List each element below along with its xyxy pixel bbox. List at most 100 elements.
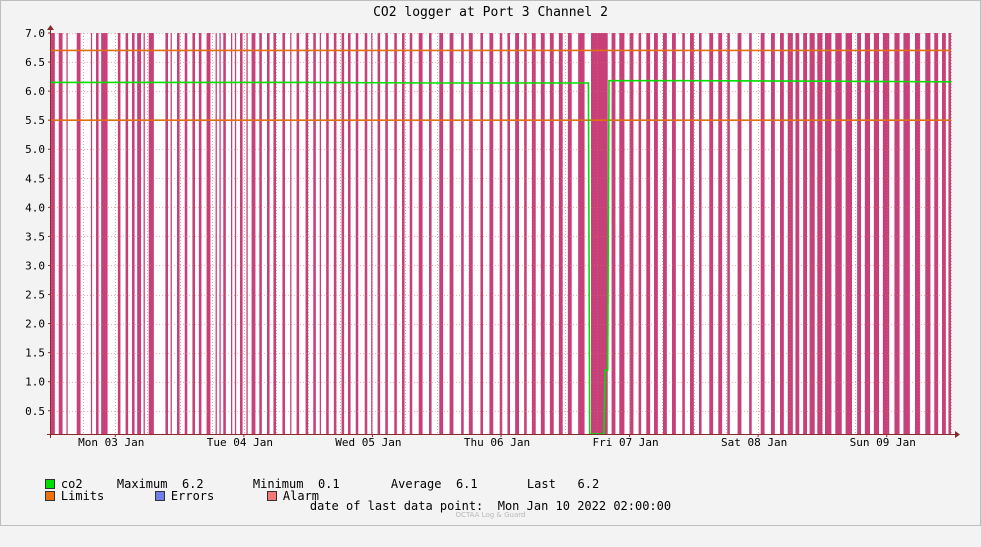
alarm-band bbox=[246, 33, 248, 434]
minimum-value: 0.1 bbox=[317, 477, 340, 491]
alarm-band bbox=[348, 33, 351, 434]
alarm-band bbox=[915, 33, 921, 434]
alarm-band bbox=[809, 33, 815, 434]
alarm-band bbox=[654, 33, 658, 434]
y-tick-label: 6.5 bbox=[25, 56, 45, 69]
alarm-band bbox=[371, 33, 373, 434]
alarm-band bbox=[638, 33, 642, 434]
chart-title: CO2 logger at Port 3 Channel 2 bbox=[373, 5, 608, 20]
alarm-band bbox=[749, 33, 752, 434]
y-tick-label: 0.5 bbox=[25, 405, 45, 418]
legend-row-1: co2 Maximum 6.2 Minimum 0.1 Average 6.1 … bbox=[16, 463, 599, 547]
alarm-band bbox=[51, 33, 55, 434]
alarm-band bbox=[690, 33, 694, 434]
alarm-band bbox=[558, 33, 563, 434]
alarm-band bbox=[219, 33, 221, 434]
alarm-band bbox=[934, 33, 939, 434]
series-point-co2 bbox=[606, 369, 609, 371]
x-axis-arrow bbox=[955, 431, 960, 438]
alarm-band bbox=[76, 33, 81, 434]
alarm-band bbox=[780, 33, 784, 434]
alarm-band bbox=[611, 33, 616, 434]
average-label: Average bbox=[390, 477, 442, 491]
alarm-band bbox=[864, 33, 870, 434]
alarm-band bbox=[795, 33, 800, 434]
legend-last: Last 6.2 bbox=[498, 463, 599, 505]
series-point-co2 bbox=[604, 369, 606, 371]
y-tick-label: 2.0 bbox=[25, 318, 45, 331]
alarm-band bbox=[165, 33, 168, 434]
alarm-band bbox=[727, 33, 730, 434]
alarm-band bbox=[771, 33, 775, 434]
credit-watermark: OCTAA Log & Guard bbox=[455, 511, 526, 519]
alarm-band bbox=[192, 33, 195, 434]
alarm-band bbox=[377, 33, 381, 434]
last-data-point: date of last data point: Mon Jan 10 2022… bbox=[0, 499, 981, 513]
alarm-swatch bbox=[266, 491, 277, 501]
alarm-band bbox=[699, 33, 702, 434]
y-tick-label: 3.0 bbox=[25, 259, 45, 272]
alarm-band bbox=[857, 33, 861, 434]
alarm-band bbox=[942, 33, 946, 434]
series-point-co2 bbox=[178, 81, 181, 84]
alarm-band bbox=[489, 33, 494, 434]
last-value: 6.2 bbox=[577, 477, 600, 491]
alarm-band bbox=[326, 33, 329, 434]
alarm-band bbox=[117, 33, 121, 434]
alarm-band bbox=[333, 33, 337, 434]
alarm-band bbox=[148, 33, 154, 434]
alarm-band bbox=[787, 33, 793, 434]
alarm-band bbox=[101, 33, 108, 434]
alarm-band bbox=[90, 33, 93, 434]
series-point-co2 bbox=[587, 82, 590, 84]
y-tick-label: 4.5 bbox=[25, 172, 45, 185]
alarm-band bbox=[273, 33, 276, 434]
x-tick-label: Wed 05 Jan bbox=[335, 436, 401, 449]
alarm-band bbox=[198, 33, 202, 434]
series-point-co2 bbox=[307, 81, 309, 84]
alarm-band bbox=[578, 33, 585, 434]
alarm-band bbox=[385, 33, 388, 434]
alarm-band bbox=[240, 33, 243, 434]
alarm-band bbox=[549, 33, 554, 434]
alarm-band bbox=[646, 33, 651, 434]
alarm-band bbox=[402, 33, 405, 434]
alarm-band bbox=[449, 33, 454, 434]
alarm-band bbox=[461, 33, 464, 434]
x-tick-label: Sat 08 Jan bbox=[721, 436, 787, 449]
alarm-band bbox=[672, 33, 676, 434]
alarm-band bbox=[282, 33, 285, 434]
legend-average: Average 6.1 bbox=[362, 463, 478, 505]
alarm-band bbox=[223, 33, 226, 434]
alarm-band bbox=[394, 33, 397, 434]
alarm-band bbox=[737, 33, 742, 434]
y-tick-label: 1.0 bbox=[25, 376, 45, 389]
x-tick-label: Thu 06 Jan bbox=[464, 436, 530, 449]
alarm-band bbox=[803, 33, 807, 434]
alarm-band bbox=[355, 33, 359, 434]
alarm-band bbox=[251, 33, 256, 434]
co2-swatch bbox=[44, 479, 55, 489]
last-data-point-label: date of last data point: bbox=[309, 499, 484, 513]
alarm-band bbox=[709, 33, 714, 434]
alarm-band bbox=[499, 33, 503, 434]
x-tick-label: Fri 07 Jan bbox=[592, 436, 658, 449]
alarm-band bbox=[591, 33, 608, 434]
alarm-band bbox=[480, 33, 483, 434]
last-data-point-value: Mon Jan 10 2022 02:00:00 bbox=[497, 499, 672, 513]
alarm-band bbox=[663, 33, 667, 434]
alarm-band bbox=[96, 33, 99, 434]
legend-minimum: Minimum 0.1 bbox=[224, 463, 340, 505]
plot-area: 0.5 1.0 1.5 2.0 2.5 3.0 3.5 4.0 4.5 5.0 5.5 6.0 6.5 7… bbox=[25, 25, 960, 449]
x-tick-label: Tue 04 Jan bbox=[207, 436, 273, 449]
y-axis-arrow bbox=[47, 25, 54, 30]
alarm-band bbox=[296, 33, 300, 434]
y-tick-label: 1.5 bbox=[25, 347, 45, 360]
alarm-band bbox=[817, 33, 823, 434]
alarm-band bbox=[439, 33, 444, 434]
minimum-label: Minimum bbox=[252, 477, 304, 491]
series-point-co2 bbox=[693, 79, 695, 82]
legend-row-2: Limits Errors Alarm bbox=[16, 475, 319, 531]
alarm-band bbox=[882, 33, 890, 434]
alarm-band bbox=[341, 33, 345, 434]
